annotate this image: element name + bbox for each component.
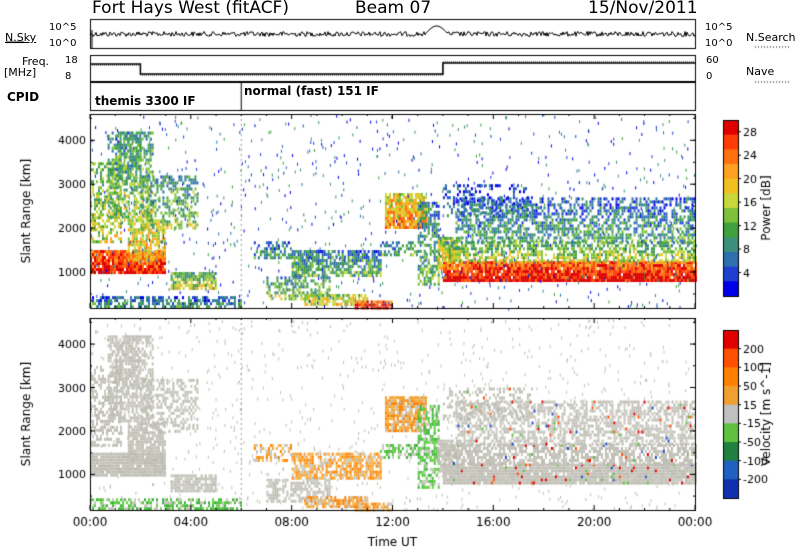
nave-tick-high: 60 — [706, 55, 719, 66]
cpid-mode-2: normal (fast) 151 IF — [244, 84, 379, 98]
nave-label: Nave — [746, 65, 775, 78]
nsearch-tick-high: 10^5 — [705, 22, 733, 33]
date-label: 15/Nov/2011 — [588, 0, 698, 18]
freq-label: Freq. — [22, 55, 50, 68]
cpid-label: CPID — [7, 90, 40, 104]
freq-tick-high: 18 — [65, 55, 78, 66]
nsky-label: N.Sky — [5, 31, 37, 44]
nave-tick-low: 0 — [706, 71, 713, 82]
page-title: Fort Hays West (fitACF) — [92, 0, 289, 18]
nsearch-tick-low: 10^0 — [705, 38, 733, 49]
nsearch-label: N.Search — [746, 31, 796, 44]
nsky-tick-low: 10^0 — [49, 38, 77, 49]
freq-unit: [MHz] — [4, 66, 37, 79]
cpid-mode-1: themis 3300 IF — [95, 94, 196, 108]
freq-tick-low: 8 — [65, 71, 72, 82]
nsky-tick-high: 10^5 — [49, 22, 77, 33]
beam-label: Beam 07 — [355, 0, 432, 18]
